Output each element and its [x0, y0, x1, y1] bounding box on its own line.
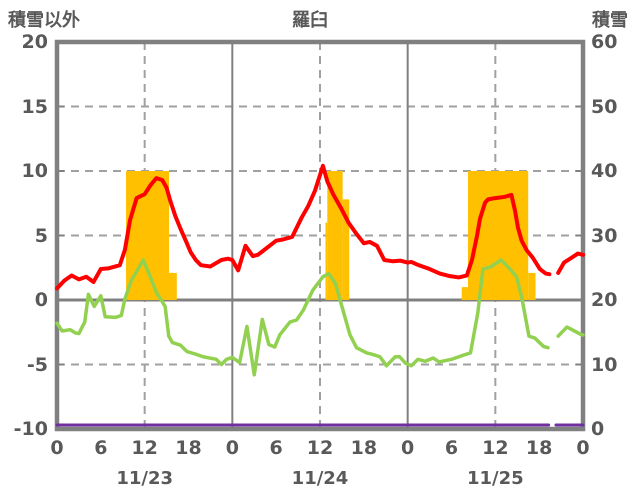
right-axis-tick-label: 50: [591, 95, 618, 118]
sunshine-bar: [168, 272, 177, 300]
chart-title: 羅臼: [292, 10, 328, 31]
secondary-temperature-line: [556, 325, 585, 338]
sunshine-bar: [528, 272, 536, 300]
left-axis-tick-label: 15: [21, 95, 48, 118]
temperature-line: [556, 251, 585, 275]
left-axis-tick-label: 20: [21, 31, 48, 53]
right-axis-tick-label: 40: [591, 160, 618, 182]
secondary-temperature-line: [55, 258, 550, 377]
sunshine-bar: [461, 287, 468, 300]
hour-tick-label: 0: [50, 437, 64, 459]
left-axis-tick-label: -10: [13, 418, 48, 440]
right-axis-tick-label: 10: [591, 353, 618, 376]
date-label: 11/23: [116, 468, 173, 489]
right-axis-tick-label: 0: [591, 418, 605, 440]
hour-tick-label: 0: [225, 437, 239, 459]
sunshine-bar: [342, 199, 350, 300]
temperature-line: [55, 163, 552, 291]
hour-tick-label: 6: [94, 437, 108, 459]
hour-tick-label: 12: [482, 437, 509, 459]
hour-tick-label: 12: [131, 437, 158, 459]
hour-tick-label: 18: [175, 437, 202, 459]
hour-tick-label: 12: [306, 437, 334, 459]
hour-tick-label: 6: [269, 437, 283, 459]
right-axis-tick-label: 30: [591, 224, 618, 247]
right-axis-tick-label: 20: [591, 289, 618, 311]
date-label: 11/25: [466, 468, 524, 489]
hour-tick-label: 18: [525, 437, 553, 459]
right-axis-tick-label: 60: [591, 31, 618, 53]
right-axis-title: 積雪: [592, 10, 628, 31]
hour-tick-label: 0: [401, 437, 415, 459]
sunshine-bar: [325, 222, 328, 300]
left-axis-tick-label: 5: [34, 224, 48, 247]
left-axis-title: 積雪以外: [8, 10, 80, 31]
date-label: 11/24: [291, 468, 349, 489]
hour-tick-label: 0: [576, 437, 590, 459]
left-axis-tick-label: 0: [34, 289, 48, 311]
hour-tick-label: 18: [350, 437, 378, 459]
hour-tick-label: 6: [444, 437, 459, 459]
left-axis-tick-label: 10: [21, 160, 48, 182]
left-axis-tick-label: -5: [26, 353, 48, 376]
